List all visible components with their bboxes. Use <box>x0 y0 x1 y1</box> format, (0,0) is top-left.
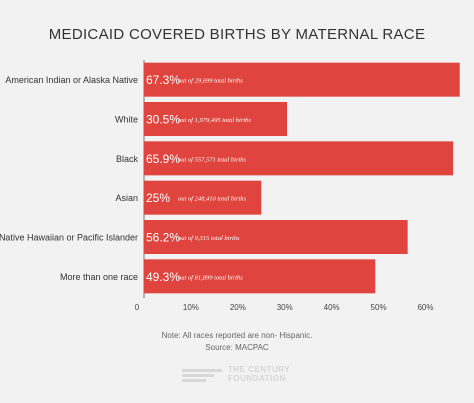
category-label: Black <box>116 154 139 164</box>
chart-title: MEDICAID COVERED BIRTHS BY MATERNAL RACE <box>48 26 426 43</box>
value-label: 25% <box>146 191 170 205</box>
chart-source: Source: MACPAC <box>205 343 269 352</box>
bar-annotation: out of 248,410 total births <box>178 196 247 203</box>
x-tick-label: 50% <box>371 303 387 312</box>
value-label: 49.3% <box>146 270 180 284</box>
category-label: Native Hawaiian or Pacific Islander <box>0 233 138 243</box>
bar-annotation: out of 9,315 total births <box>178 235 240 242</box>
bar <box>144 259 376 294</box>
category-label: American Indian or Alaska Native <box>5 75 138 85</box>
category-label: White <box>115 115 138 125</box>
x-tick-label: 40% <box>324 303 340 312</box>
bar <box>144 102 288 136</box>
x-tick-label: 20% <box>230 303 246 312</box>
brand-line-1: THE CENTURY <box>228 365 291 374</box>
bar <box>144 220 408 254</box>
x-tick-label: 30% <box>277 303 293 312</box>
value-label: 56.2% <box>146 231 180 245</box>
bar-annotation: out of 29,699 total births <box>178 78 243 85</box>
chart-note: Note: All races reported are non- Hispan… <box>161 331 313 340</box>
bar <box>144 141 454 176</box>
bar-annotation: out of 557,571 total births <box>178 156 247 163</box>
x-tick-label: 0 <box>135 303 140 312</box>
bar <box>144 62 460 97</box>
bar-annotation: out of 81,899 total births <box>178 274 243 281</box>
x-tick-label: 10% <box>183 303 199 312</box>
category-label: Asian <box>115 193 138 203</box>
value-label: 65.9% <box>146 152 180 166</box>
value-label: 30.5% <box>146 113 180 127</box>
bar-annotation: out of 1,979,495 total births <box>178 117 251 124</box>
x-tick-label: 60% <box>417 303 433 312</box>
category-label: More than one race <box>60 272 138 282</box>
bar <box>144 180 262 215</box>
value-label: 67.3% <box>146 73 180 87</box>
brand-line-2: FOUNDATION <box>228 374 286 383</box>
brand-mark-icon <box>182 369 222 382</box>
brand-logo: THE CENTURY FOUNDATION <box>182 363 302 387</box>
